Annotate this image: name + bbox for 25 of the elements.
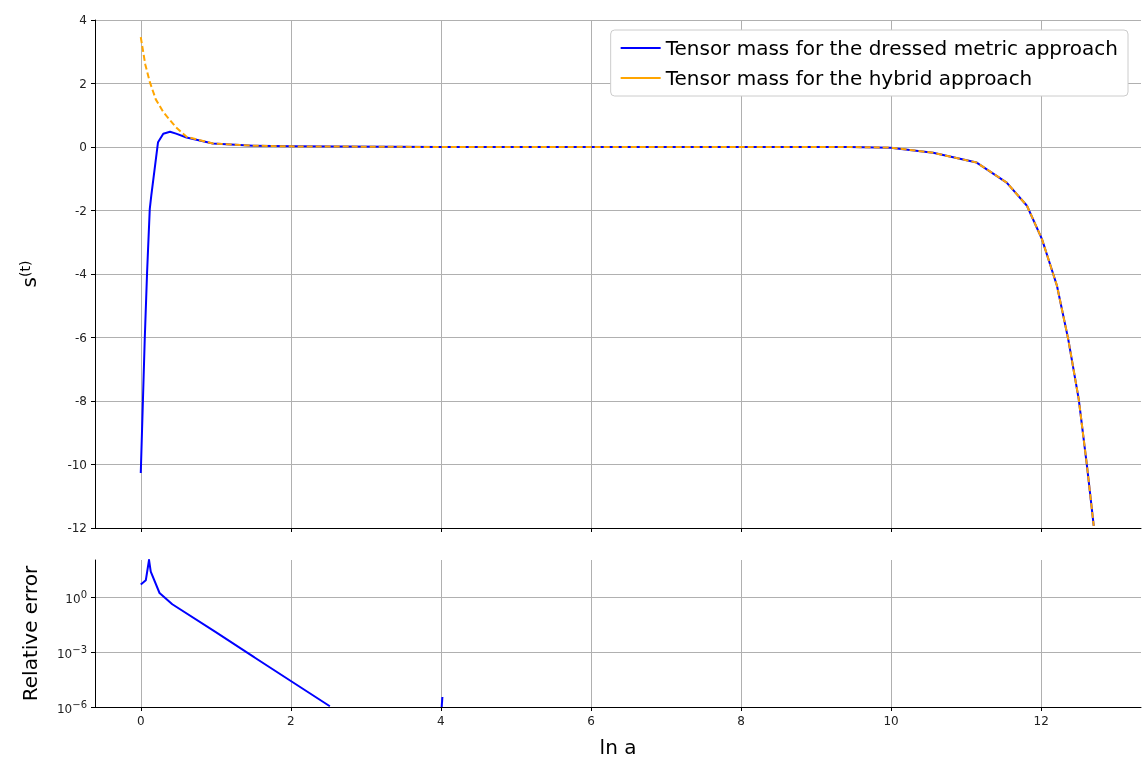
y-tick-label: -10 xyxy=(67,457,87,472)
legend-label: Tensor mass for the hybrid approach xyxy=(664,66,1033,90)
y-tick-label: -12 xyxy=(67,521,87,535)
y-tick-label: -4 xyxy=(75,267,87,281)
y-tick-label: -8 xyxy=(75,394,87,408)
legend-label: Tensor mass for the dressed metric approach xyxy=(664,36,1118,60)
x-axis-title: ln a xyxy=(599,735,637,759)
y-tick-label: 10$^{0}$ xyxy=(65,588,87,606)
y-tick-label: 10$^{−6}$ xyxy=(56,698,87,716)
y-tick-label: 4 xyxy=(79,13,87,27)
x-tick-label: 2 xyxy=(287,714,295,728)
y-tick-label: -6 xyxy=(75,330,87,345)
y-axis-title: Relative error xyxy=(18,565,42,702)
y-axis-title: s(t) xyxy=(17,260,41,288)
x-tick-label: 6 xyxy=(587,714,595,728)
y-tick-label: 0 xyxy=(79,140,87,154)
x-tick-label: 8 xyxy=(737,714,745,728)
x-tick-label: 0 xyxy=(136,714,145,728)
y-tick-label: -2 xyxy=(75,203,87,218)
y-tick-label: 2 xyxy=(79,76,87,91)
x-tick-label: 10 xyxy=(883,714,899,728)
line-series xyxy=(139,559,331,708)
x-tick-label: 4 xyxy=(437,714,445,728)
x-tick-label: 12 xyxy=(1033,714,1049,728)
y-tick-label: 10$^{−3}$ xyxy=(56,643,87,661)
